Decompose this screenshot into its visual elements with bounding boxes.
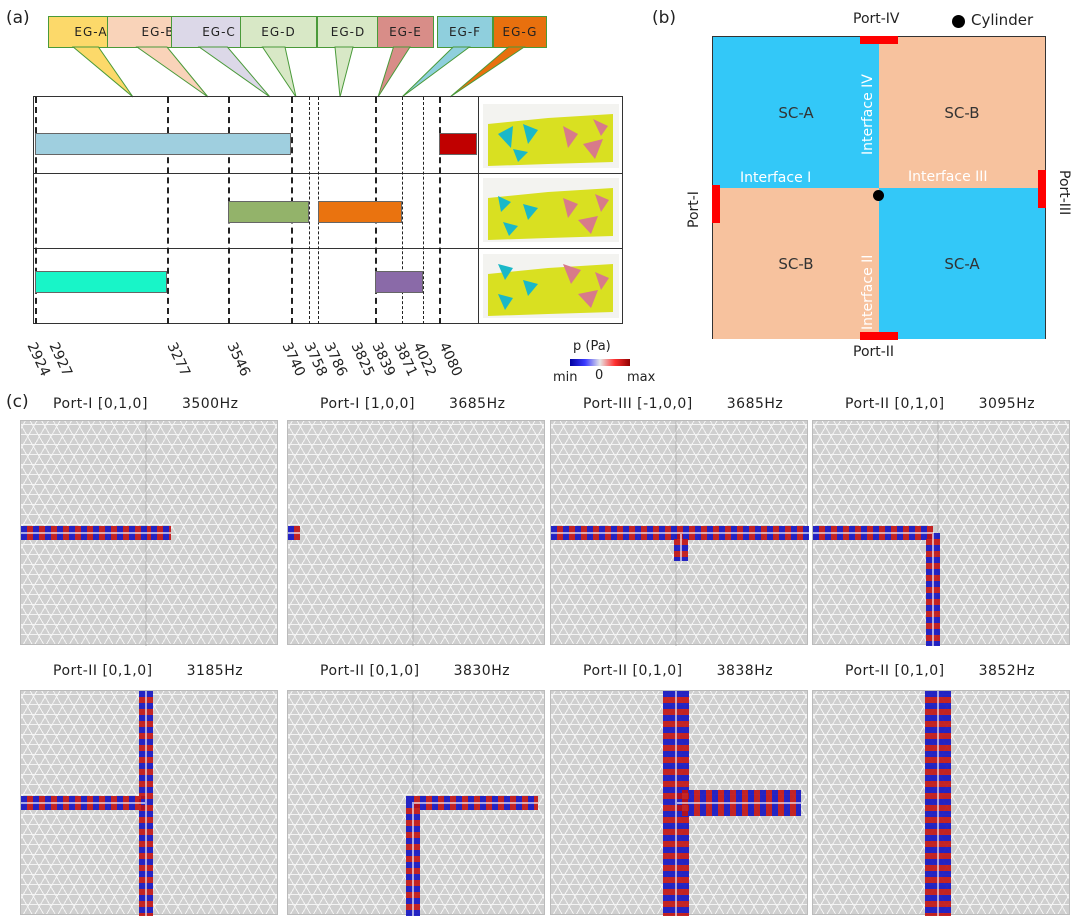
callout-pointer bbox=[197, 46, 271, 98]
port-excitation: Port-I [0,1,0] bbox=[53, 396, 148, 412]
tick-label: 4080 bbox=[435, 340, 466, 380]
callout-pointer bbox=[401, 46, 471, 98]
quadrant-bottom-right: SC-A bbox=[879, 188, 1045, 339]
port-i-marker bbox=[712, 185, 720, 223]
field-map-title: Port-II [0,1,0] 3185Hz bbox=[53, 663, 243, 679]
port-iv-marker bbox=[860, 36, 898, 44]
port-excitation: Port-II [0,1,0] bbox=[583, 663, 683, 679]
colorbar-max: max bbox=[627, 370, 656, 385]
port-excitation: Port-II [0,1,0] bbox=[845, 396, 945, 412]
frequency: 3852Hz bbox=[978, 663, 1036, 679]
callout-pointer bbox=[449, 46, 526, 98]
band-edge-line bbox=[439, 97, 441, 324]
tick-label: 3546 bbox=[223, 340, 254, 380]
band-edge-line bbox=[167, 97, 169, 324]
cylinder-marker bbox=[873, 190, 884, 201]
port-excitation: Port-III [-1,0,0] bbox=[583, 396, 693, 412]
quadrant-bottom-left: SC-B bbox=[713, 188, 879, 339]
field-map-title: Port-II [0,1,0] 3830Hz bbox=[320, 663, 510, 679]
callout-pointer bbox=[261, 46, 297, 98]
pressure-field-map bbox=[20, 420, 278, 646]
callout-eg-e-5: EG-E bbox=[377, 16, 434, 48]
cylinder-legend-icon bbox=[952, 15, 965, 28]
colorbar bbox=[570, 359, 630, 366]
field-map-title: Port-I [0,1,0] 3500Hz bbox=[53, 396, 238, 412]
callout-pointer bbox=[334, 46, 354, 98]
colorbar-zero: 0 bbox=[595, 368, 604, 383]
pressure-field-map bbox=[550, 420, 809, 646]
port-ii-label: Port-II bbox=[853, 344, 895, 360]
pressure-field-map bbox=[550, 690, 808, 916]
port-i-label: Port-I bbox=[686, 191, 702, 228]
cylinder-legend-label: Cylinder bbox=[971, 11, 1034, 29]
port-ii-marker bbox=[860, 332, 898, 340]
field-map-title: Port-III [-1,0,0] 3685Hz bbox=[583, 396, 783, 412]
tick-label: 3277 bbox=[163, 340, 194, 380]
port-iii-marker bbox=[1038, 170, 1046, 208]
frequency: 3185Hz bbox=[186, 663, 244, 679]
column-divider bbox=[478, 97, 479, 324]
pressure-field-map bbox=[287, 690, 545, 916]
panel-a-label: (a) bbox=[6, 8, 30, 28]
port-iii-label: Port-III bbox=[1056, 170, 1072, 216]
port-excitation: Port-II [0,1,0] bbox=[320, 663, 420, 679]
pressure-field-map bbox=[812, 420, 1070, 646]
panel-b-label: (b) bbox=[652, 8, 677, 28]
field-map-title: Port-II [0,1,0] 3838Hz bbox=[583, 663, 773, 679]
pressure-field-map bbox=[812, 690, 1070, 916]
colorbar-min: min bbox=[553, 370, 578, 385]
callout-eg-d-4: EG-D bbox=[317, 16, 379, 48]
bandgap-chart-frame bbox=[33, 96, 623, 324]
port-iv-label: Port-IV bbox=[853, 11, 900, 27]
frequency: 3685Hz bbox=[726, 396, 784, 412]
callout-pointer bbox=[135, 46, 209, 98]
colorbar-title: p (Pa) bbox=[573, 339, 611, 354]
band-edge-line bbox=[309, 97, 310, 324]
band-edge-line bbox=[35, 97, 37, 324]
row-divider bbox=[33, 173, 623, 174]
frequency: 3830Hz bbox=[453, 663, 511, 679]
callout-eg-d-3: EG-D bbox=[240, 16, 317, 48]
callout-eg-g-7: EG-G bbox=[493, 16, 547, 48]
panel-c-label: (c) bbox=[6, 392, 29, 412]
interface-iv-label: Interface IV bbox=[860, 74, 876, 155]
unit-cell-thumbnail-1 bbox=[483, 104, 619, 168]
bandgap-bar bbox=[35, 271, 167, 293]
interface-ii-label: Interface II bbox=[860, 254, 876, 330]
callout-pointer bbox=[377, 46, 411, 98]
frequency: 3095Hz bbox=[978, 396, 1036, 412]
interface-i-label: Interface I bbox=[740, 170, 812, 186]
bandgap-bar bbox=[375, 271, 423, 293]
port-excitation: Port-II [0,1,0] bbox=[53, 663, 153, 679]
pressure-field-map bbox=[20, 690, 278, 916]
port-excitation: Port-I [1,0,0] bbox=[320, 396, 415, 412]
port-excitation: Port-II [0,1,0] bbox=[845, 663, 945, 679]
bandgap-bar bbox=[439, 133, 477, 155]
bandgap-bar bbox=[35, 133, 291, 155]
band-edge-line bbox=[402, 97, 403, 324]
frequency: 3500Hz bbox=[181, 396, 239, 412]
interface-iii-label: Interface III bbox=[908, 169, 988, 185]
field-map-title: Port-I [1,0,0] 3685Hz bbox=[320, 396, 505, 412]
unit-cell-thumbnail-3 bbox=[483, 254, 619, 318]
frequency: 3685Hz bbox=[448, 396, 506, 412]
bandgap-bar bbox=[228, 201, 309, 223]
band-edge-line bbox=[423, 97, 424, 324]
row-divider bbox=[33, 248, 623, 249]
callout-eg-f-6: EG-F bbox=[437, 16, 493, 48]
callout-pointer bbox=[71, 46, 134, 98]
quadrant-top-left: SC-A bbox=[713, 37, 879, 188]
unit-cell-thumbnail-2 bbox=[483, 178, 619, 242]
bandgap-bar bbox=[318, 201, 402, 223]
field-map-title: Port-II [0,1,0] 3852Hz bbox=[845, 663, 1035, 679]
quadrant-top-right: SC-B bbox=[879, 37, 1045, 188]
callout-pointers bbox=[71, 46, 526, 98]
pressure-field-map bbox=[287, 420, 545, 646]
frequency: 3838Hz bbox=[716, 663, 774, 679]
field-map-title: Port-II [0,1,0] 3095Hz bbox=[845, 396, 1035, 412]
